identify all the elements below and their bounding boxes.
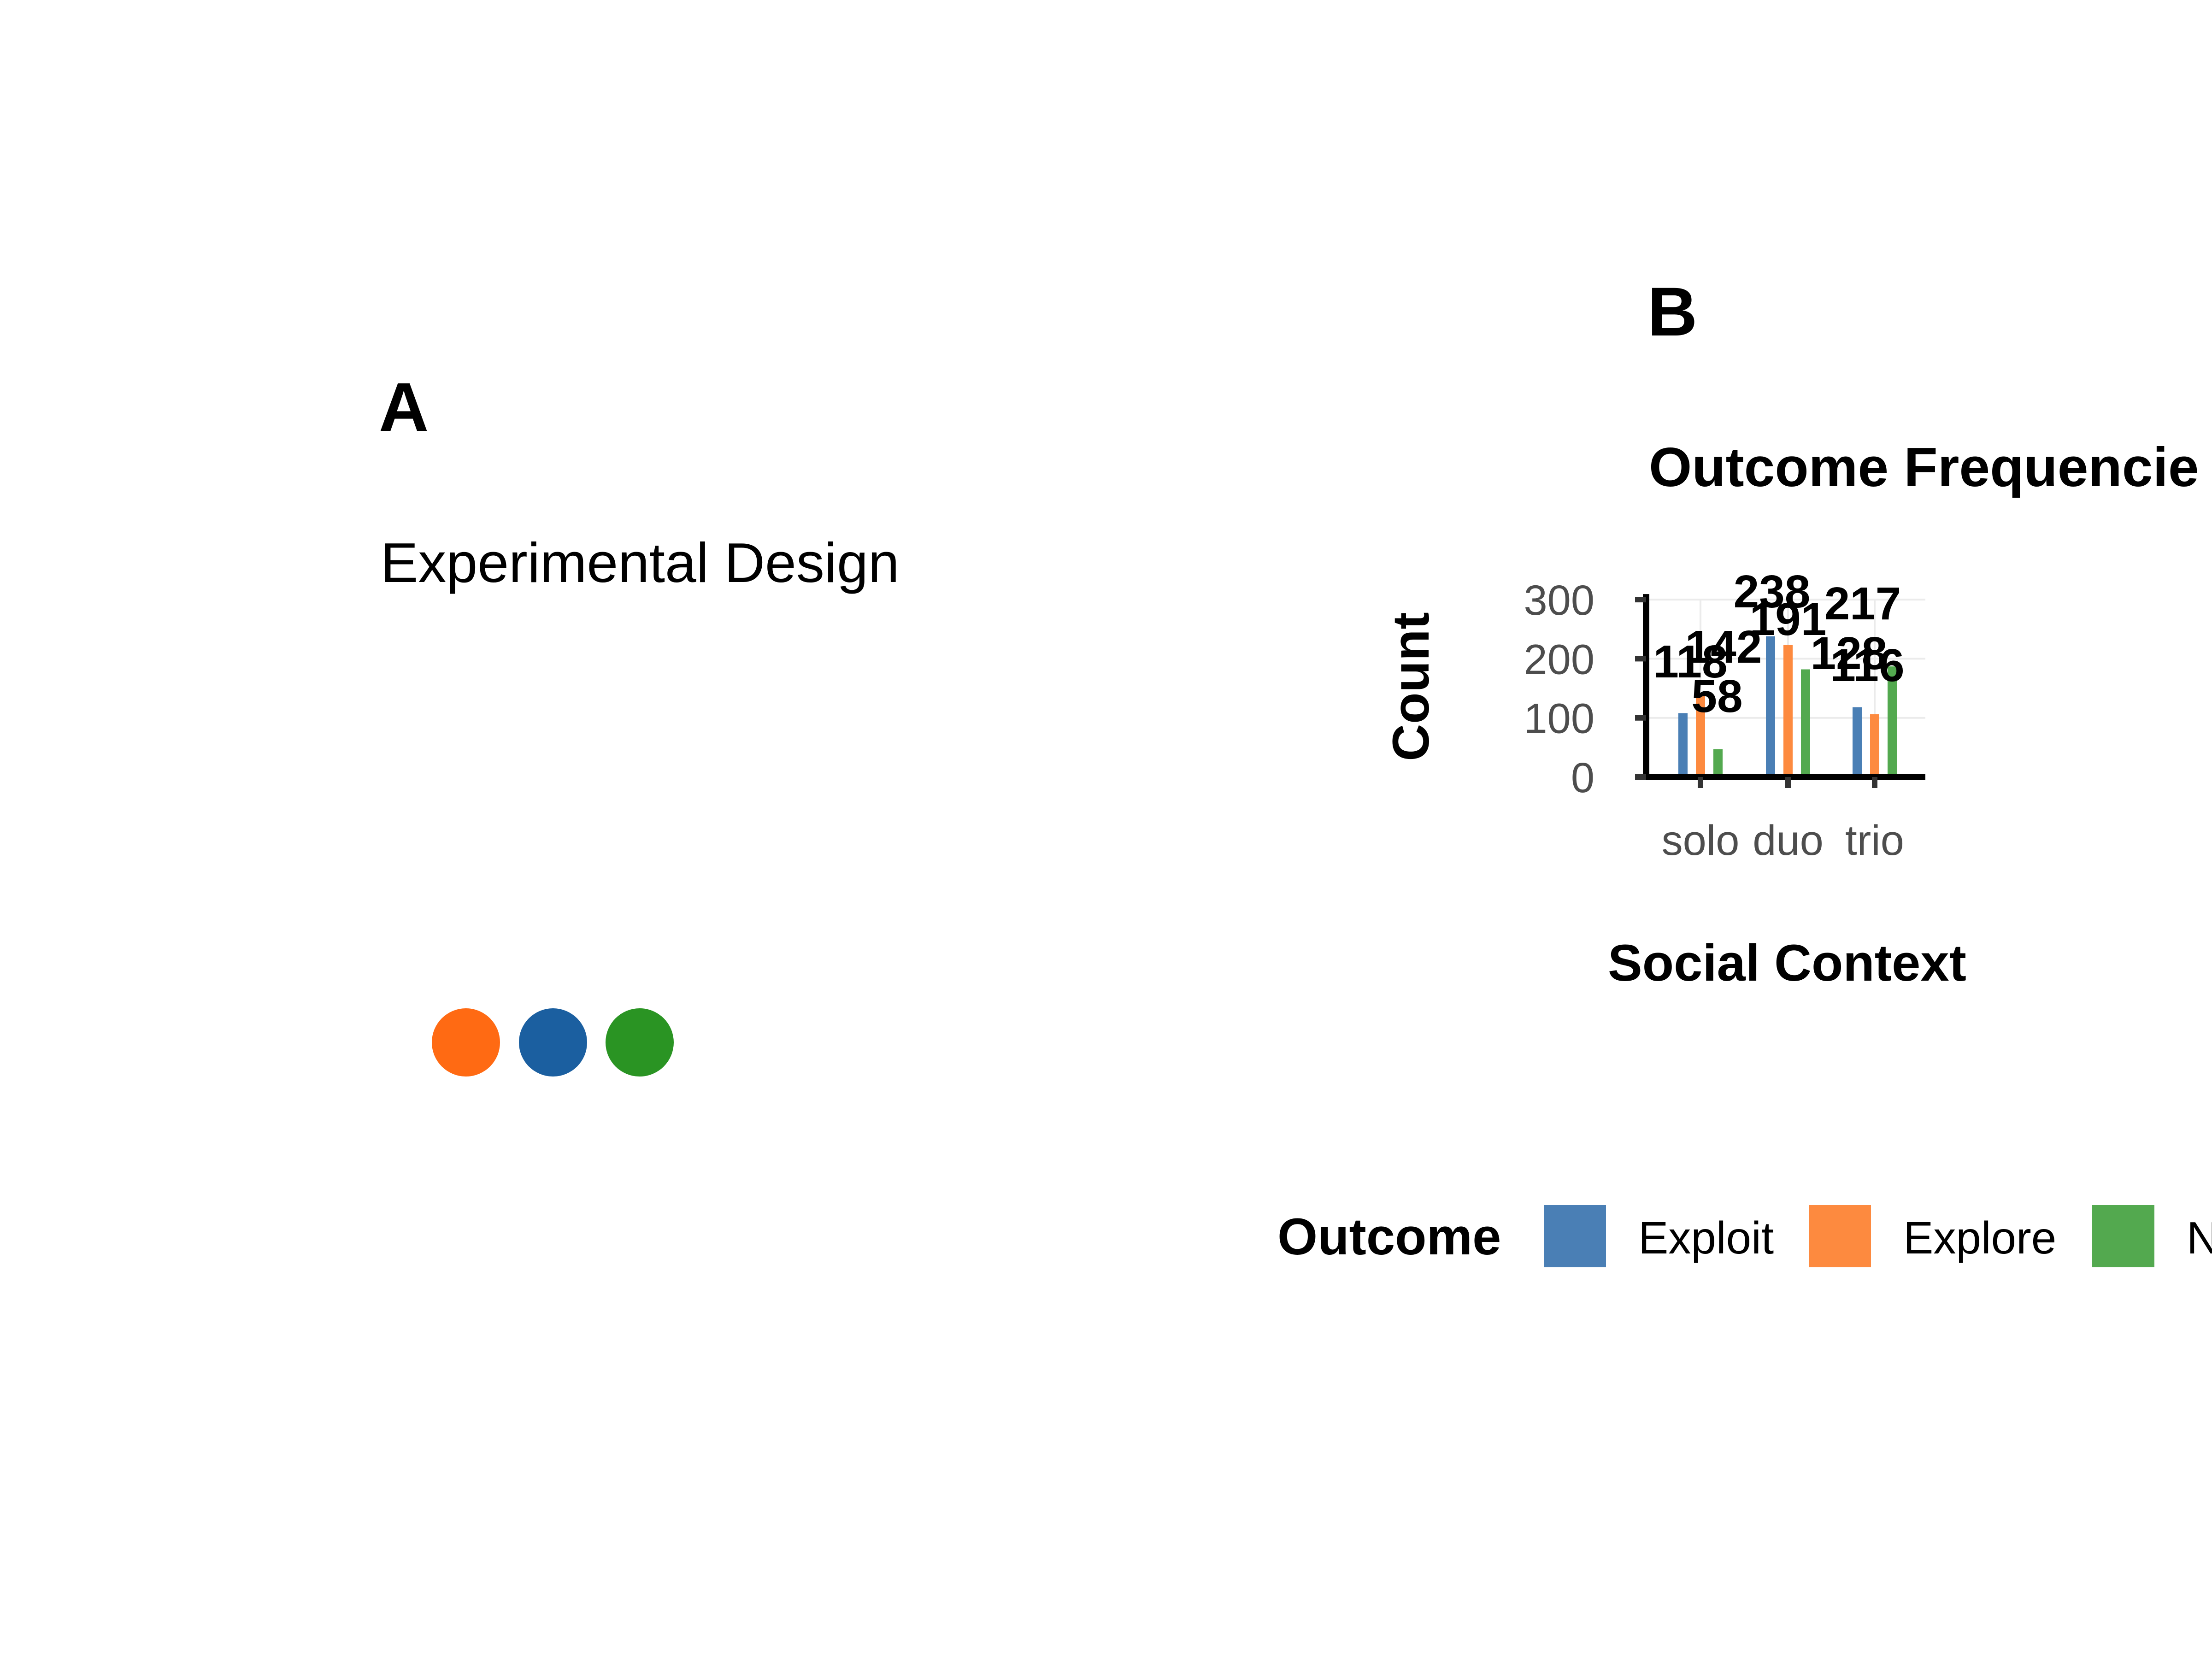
y-axis-title: Count [1382, 612, 1440, 761]
y-tick-label: 100 [1524, 695, 1595, 742]
legend-key-explore [1809, 1205, 1871, 1267]
data-label: 58 [1691, 671, 1742, 722]
panel-b: B Outcome Frequencie 0 100 200 300 solo duo t… [1277, 273, 2212, 1267]
legend-label: N [2187, 1212, 2212, 1263]
y-tick-labels: 0 100 200 300 [1524, 577, 1595, 801]
x-tick-label-solo: solo [1662, 817, 1740, 864]
panel-b-label: B [1647, 273, 1697, 350]
green-circle-icon [606, 1008, 674, 1077]
legend-item-explore: Explore [1809, 1205, 2056, 1267]
panel-a-subtitle: Experimental Design [381, 531, 900, 594]
legend-item-exploit: Exploit [1544, 1205, 1774, 1267]
x-tick-label-trio: trio [1845, 817, 1904, 864]
panel-a-icon-row [432, 1008, 674, 1077]
bar-exploit-trio [1853, 707, 1862, 777]
x-tick-label-duo: duo [1753, 817, 1824, 864]
x-axis-title: Social Context [1608, 934, 1966, 992]
data-label: 191 [1750, 594, 1827, 645]
x-tick-labels: solo duo trio [1662, 817, 1904, 864]
legend-title: Outcome [1277, 1208, 1501, 1265]
data-label: 217 [1824, 578, 1901, 629]
blue-circle-icon [519, 1008, 587, 1077]
legend: Outcome Exploit Explore N [1277, 1205, 2212, 1267]
bar-exploit-duo [1766, 636, 1775, 777]
bar-explore-duo [1783, 645, 1793, 777]
data-label: 142 [1685, 621, 1762, 673]
legend-item-n: N [2092, 1205, 2212, 1267]
y-tick-label: 200 [1524, 636, 1595, 683]
data-label: 128 [1811, 628, 1888, 679]
legend-key-n [2092, 1205, 2154, 1267]
legend-label: Exploit [1638, 1212, 1774, 1263]
chart-axes [1635, 594, 1925, 788]
bar-n-duo [1801, 669, 1810, 777]
y-tick-label: 300 [1524, 577, 1595, 624]
legend-key-exploit [1544, 1205, 1606, 1267]
orange-circle-icon [432, 1008, 500, 1077]
bar-explore-solo [1696, 693, 1705, 777]
bar-n-trio [1888, 666, 1897, 777]
y-tick-label: 0 [1571, 754, 1594, 801]
panel-a-label: A [379, 368, 429, 446]
chart-title: Outcome Frequencie [1649, 436, 2199, 498]
bar-exploit-solo [1678, 713, 1688, 777]
panel-a: A Experimental Design [379, 368, 900, 1077]
bar-explore-trio [1870, 714, 1879, 777]
data-label: 238 [1734, 566, 1811, 618]
legend-label: Explore [1903, 1212, 2056, 1263]
data-label: 118 [1653, 636, 1727, 688]
chart-bars [1678, 636, 1897, 777]
data-label: 116 [1830, 640, 1904, 691]
bar-n-solo [1713, 749, 1723, 777]
